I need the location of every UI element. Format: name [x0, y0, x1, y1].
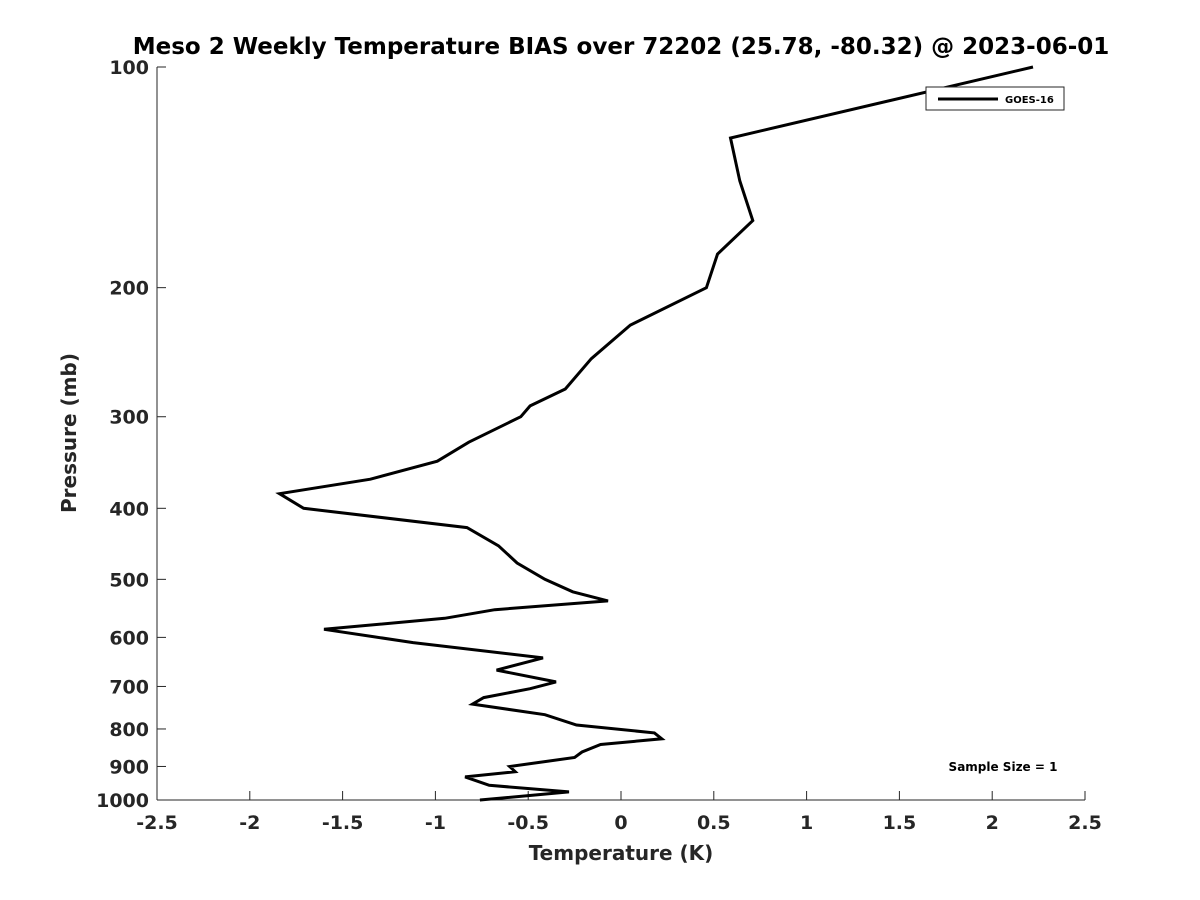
y-tick-label: 900 [109, 756, 149, 778]
x-tick-label: 0 [614, 812, 627, 834]
y-tick-label: 200 [109, 278, 149, 300]
y-axis-ticks: 100 200 300 400 500 600 700 800 900 1000 [96, 57, 166, 812]
x-tick-label: -1 [425, 812, 446, 834]
y-tick-label: 1000 [96, 790, 149, 812]
x-tick-label: 1 [800, 812, 813, 834]
x-axis-ticks: -2.5 -2 -1.5 -1 -0.5 0 0.5 1 1.5 2 2.5 [136, 791, 1102, 834]
x-tick-label: -2.5 [136, 812, 178, 834]
y-tick-label: 400 [109, 498, 149, 520]
series-line-goes-16 [275, 65, 1034, 802]
series-layer [275, 65, 1034, 802]
x-axis-label: Temperature (K) [529, 841, 714, 865]
x-tick-label: 2 [986, 812, 999, 834]
x-tick-label: -1.5 [322, 812, 364, 834]
x-tick-label: -0.5 [507, 812, 549, 834]
sample-size-annotation: Sample Size = 1 [949, 760, 1058, 774]
y-tick-label: 100 [109, 57, 149, 79]
chart-title: Meso 2 Weekly Temperature BIAS over 7220… [133, 34, 1110, 60]
y-tick-label: 300 [109, 407, 149, 429]
axes: -2.5 -2 -1.5 -1 -0.5 0 0.5 1 1.5 2 2.5 100 200 300 40… [96, 57, 1102, 834]
x-tick-label: 2.5 [1068, 812, 1102, 834]
y-tick-label: 500 [109, 569, 149, 591]
y-tick-label: 600 [109, 627, 149, 649]
legend: GOES-16 [925, 86, 1065, 111]
x-tick-label: 1.5 [883, 812, 917, 834]
x-tick-label: -2 [239, 812, 260, 834]
legend-label-goes-16: GOES-16 [1005, 95, 1054, 106]
x-tick-label: 0.5 [697, 812, 731, 834]
y-axis-label: Pressure (mb) [57, 353, 81, 513]
y-tick-label: 800 [109, 719, 149, 741]
y-tick-label: 700 [109, 676, 149, 698]
